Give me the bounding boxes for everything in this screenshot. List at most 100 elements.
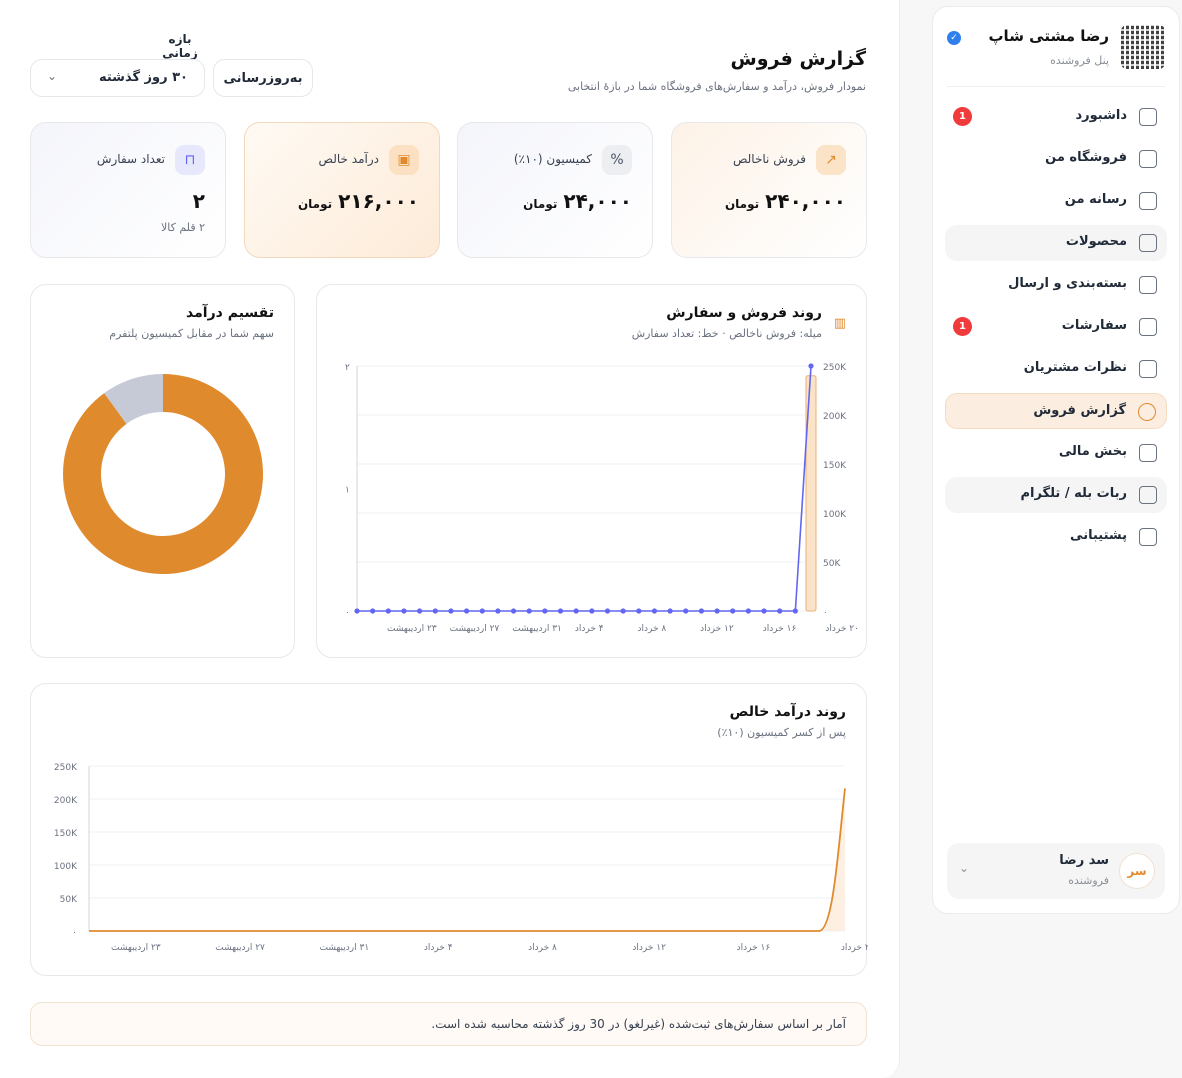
donut-slice: [62, 374, 263, 574]
income-split-donut: [62, 374, 263, 574]
sidebar-item-10[interactable]: پشتیبانی: [945, 519, 1167, 555]
sidebar-item-label: بسته‌بندی و ارسال: [1008, 276, 1127, 291]
chevron-down-icon: ⌄: [47, 69, 58, 83]
stat-label: فروش ناخالص: [732, 152, 806, 166]
sidebar-item-4[interactable]: بسته‌بندی و ارسال: [945, 267, 1167, 303]
notification-badge: 1: [953, 107, 972, 126]
y-left-tick: ۱: [345, 486, 350, 496]
stat-label: کمیسیون (۱۰٪): [513, 152, 592, 166]
stat-note: ۲ قلم کالا: [161, 221, 205, 234]
sidebar-item-label: فروشگاه من: [1045, 150, 1127, 165]
orders-point: [698, 608, 705, 614]
sidebar: رضا مشتی شاپ پنل فروشنده ✓ داشبورد 1 فروشگ…: [932, 6, 1180, 914]
x-tick: ۱۲ خرداد: [632, 943, 666, 953]
sidebar-item-6[interactable]: نظرات مشتریان: [945, 351, 1167, 387]
orders-point: [667, 608, 673, 614]
orders-point: [479, 608, 485, 614]
orders-point: [604, 608, 611, 614]
box-icon: [1139, 318, 1157, 336]
orders-point: [448, 608, 454, 614]
bag-icon: ⊓: [175, 145, 205, 175]
store-icon: [1139, 150, 1157, 168]
user-menu[interactable]: سر سد رضا فروشنده ⌄: [947, 843, 1165, 899]
footer-note-text: آمار بر اساس سفارش‌های ثبت‌شده (غیرلغو) …: [431, 1017, 846, 1031]
sidebar-item-label: نظرات مشتریان: [1023, 360, 1127, 375]
sidebar-item-label: داشبورد: [1075, 108, 1127, 123]
refresh-button[interactable]: به‌روزرسانی: [213, 59, 313, 97]
stat-label: تعداد سفارش: [96, 152, 165, 166]
chart-subtitle: میله: فروش ناخالص · خط: تعداد سفارش: [631, 327, 822, 340]
orders-point: [730, 608, 736, 614]
image-icon: [1139, 192, 1157, 210]
dollar-icon: [1138, 403, 1156, 421]
notification-badge: 1: [953, 317, 972, 336]
orders-point: [636, 608, 642, 614]
x-tick: ۴ خرداد: [424, 943, 453, 953]
sidebar-item-2[interactable]: رسانه من: [945, 183, 1167, 219]
orders-point: [432, 608, 438, 614]
sidebar-item-5[interactable]: سفارشات 1: [945, 309, 1167, 345]
user-name: سد رضا: [1059, 853, 1109, 868]
stat-card-net-income: ▣ درآمد خالص ۲۱۶,۰۰۰تومان: [244, 122, 440, 258]
orders-point: [745, 608, 751, 614]
sidebar-item-0[interactable]: داشبورد 1: [945, 99, 1167, 135]
orders-point: [808, 363, 814, 369]
sidebar-item-7[interactable]: گزارش فروش: [945, 393, 1167, 429]
orders-point: [589, 608, 595, 614]
donut-slice: [104, 374, 163, 424]
orders-point: [714, 608, 720, 614]
sidebar-item-9[interactable]: ربات بله / تلگرام: [945, 477, 1167, 513]
stat-label: درآمد خالص: [318, 152, 379, 166]
sidebar-item-label: رسانه من: [1064, 192, 1127, 207]
sidebar-item-8[interactable]: بخش مالی: [945, 435, 1167, 471]
percent-icon: %: [602, 145, 632, 175]
stat-value: ۲۱۶,۰۰۰تومان: [297, 189, 419, 213]
y-tick: 150K: [54, 829, 78, 839]
y-right-tick: ۰: [823, 608, 828, 618]
chat-icon: [1139, 528, 1157, 546]
orders-point: [417, 608, 423, 614]
orders-point: [495, 608, 501, 614]
x-tick: ۲۰ خرداد: [841, 943, 868, 953]
avatar: سر: [1119, 853, 1155, 889]
orders-point: [761, 608, 767, 614]
stat-card-order-count: ⊓ تعداد سفارش ۲ ۲ قلم کالا: [30, 122, 226, 258]
orders-line: [357, 365, 812, 612]
x-tick: ۲۷ اردیبهشت: [450, 624, 500, 634]
x-tick: ۴ خرداد: [575, 624, 604, 634]
range-label: بازه زمانی: [162, 32, 198, 60]
y-left-tick: ۲: [345, 363, 350, 373]
chart-subtitle: سهم شما در مقابل کمیسیون پلتفرم: [109, 327, 274, 340]
x-tick: ۲۳ اردیبهشت: [387, 624, 437, 634]
chart-title: روند فروش و سفارش: [666, 305, 822, 321]
sidebar-item-3[interactable]: محصولات: [945, 225, 1167, 261]
y-right-tick: 50K: [823, 559, 841, 569]
x-tick: ۸ خرداد: [528, 943, 557, 953]
y-tick: 100K: [54, 862, 78, 872]
orders-point: [777, 608, 783, 614]
stat-value: ۲۴۰,۰۰۰تومان: [724, 189, 846, 213]
sidebar-item-1[interactable]: فروشگاه من: [945, 141, 1167, 177]
wallet-icon: ▣: [389, 145, 419, 175]
shop-name: رضا مشتی شاپ: [988, 27, 1109, 45]
y-right-tick: 100K: [823, 510, 847, 520]
net-income-area: [89, 788, 845, 931]
orders-point: [463, 608, 470, 614]
wallet-icon: [1139, 444, 1157, 462]
orders-point: [542, 608, 548, 614]
stat-value: ۲۴,۰۰۰تومان: [523, 189, 632, 213]
y-right-tick: 200K: [823, 412, 847, 422]
net-income-chart-card: روند درآمد خالص پس از کسر کمیسیون (۱۰٪) …: [30, 683, 868, 976]
orders-point: [354, 608, 360, 614]
orders-point: [557, 608, 564, 614]
star-icon: [1139, 360, 1157, 378]
stat-card-gross-sales: ↗ فروش ناخالص ۲۴۰,۰۰۰تومان: [671, 122, 867, 258]
verified-icon: ✓: [947, 31, 961, 45]
y-tick: ۰: [72, 928, 77, 938]
y-left-tick: ۰: [345, 608, 350, 618]
x-tick: ۱۶ خرداد: [763, 624, 797, 634]
orders-point: [370, 608, 376, 614]
x-tick: ۲۳ اردیبهشت: [111, 943, 161, 953]
x-tick: ۳۱ اردیبهشت: [320, 943, 370, 953]
range-select[interactable]: ۳۰ روز گذشته ⌄: [30, 59, 205, 97]
